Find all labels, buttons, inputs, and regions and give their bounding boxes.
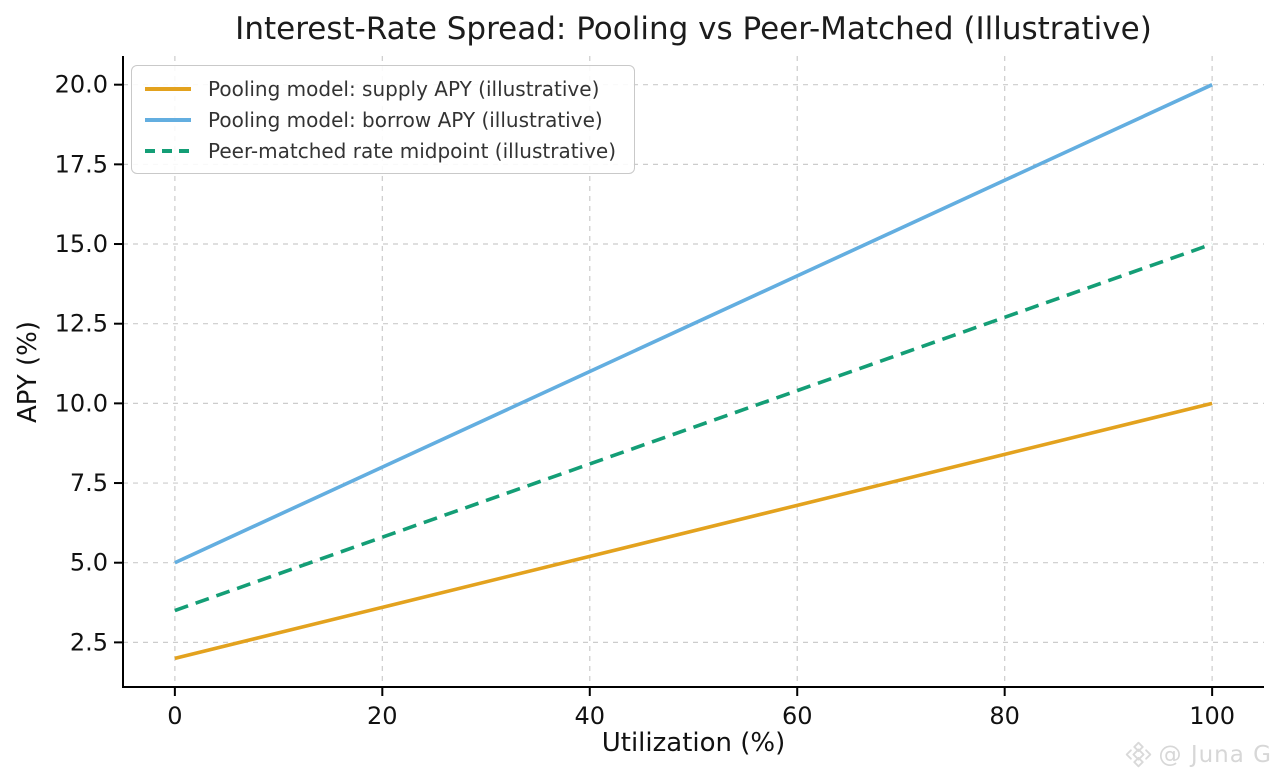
y-tick-label: 2.5: [70, 628, 108, 656]
watermark-text: @ Juna G: [1158, 741, 1272, 768]
chart-title: Interest-Rate Spread: Pooling vs Peer-Ma…: [235, 11, 1152, 47]
series-line-0: [174, 401, 1213, 661]
legend-line-swatch: [145, 86, 191, 91]
legend-item-label: Pooling model: borrow APY (illustrative): [208, 107, 603, 132]
series-line-1: [174, 83, 1213, 565]
y-axis-label: APY (%): [13, 320, 43, 424]
y-tick-label: 7.5: [70, 469, 108, 497]
series-line-2: [174, 242, 1213, 613]
binance-diamond-icon: [1125, 741, 1151, 768]
x-tick-label: 40: [574, 702, 605, 730]
legend-line-swatch: [145, 117, 191, 122]
legend-item-label: Peer-matched rate midpoint (illustrative…: [208, 138, 617, 163]
y-tick-label: 10.0: [55, 389, 108, 417]
axes-spines: [122, 56, 1264, 688]
x-axis-label: Utilization (%): [601, 728, 786, 758]
x-axis-ticks: 0 20 40 60 80 100: [167, 687, 1235, 730]
y-tick-label: 12.5: [55, 310, 108, 338]
legend-item-label: Pooling model: supply APY (illustrative): [208, 76, 600, 101]
x-tick-label: 0: [167, 702, 182, 730]
legend-line-swatch: [145, 148, 191, 153]
x-tick-label: 20: [367, 702, 398, 730]
x-tick-label: 100: [1189, 702, 1235, 730]
y-tick-label: 20.0: [55, 71, 108, 99]
y-tick-label: 5.0: [70, 549, 108, 577]
legend-item: Peer-matched rate midpoint (illustrative…: [145, 137, 616, 164]
x-tick-label: 60: [782, 702, 813, 730]
y-tick-label: 17.5: [55, 150, 108, 178]
y-axis-ticks: 2.5 5.0 7.5 10.0 12.5 15.0 17.5 20.0: [55, 71, 123, 656]
legend: Pooling model: supply APY (illustrative)…: [131, 65, 636, 174]
legend-item: Pooling model: borrow APY (illustrative): [145, 106, 616, 133]
legend-item: Pooling model: supply APY (illustrative): [145, 75, 616, 102]
y-tick-label: 15.0: [55, 230, 108, 258]
x-tick-label: 80: [989, 702, 1020, 730]
watermark: @ Juna G: [1125, 741, 1272, 768]
